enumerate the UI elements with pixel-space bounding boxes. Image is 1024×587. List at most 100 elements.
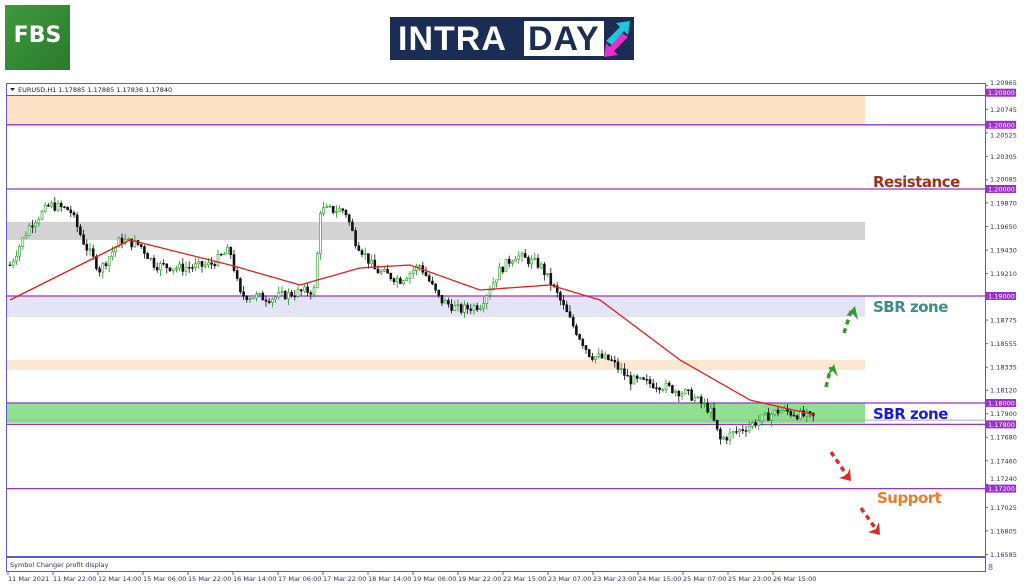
candle-body bbox=[271, 298, 274, 303]
candle-body bbox=[229, 247, 233, 255]
candle-body bbox=[555, 285, 559, 293]
candle-body bbox=[495, 279, 498, 284]
candle-body bbox=[75, 214, 79, 228]
candle-body bbox=[197, 261, 201, 264]
header-dropdown-icon[interactable] bbox=[10, 88, 15, 91]
candle-body bbox=[712, 407, 716, 421]
candle-body bbox=[571, 316, 575, 327]
chart-frame bbox=[6, 83, 986, 557]
candle-body bbox=[747, 426, 751, 432]
candle-body bbox=[155, 267, 159, 271]
candle-body bbox=[642, 377, 645, 380]
candle-body bbox=[485, 295, 489, 304]
candle-body bbox=[546, 273, 549, 276]
candle-body bbox=[645, 379, 649, 381]
candle-body bbox=[738, 429, 741, 433]
down-arrow-icon bbox=[859, 506, 880, 534]
candle-body bbox=[264, 299, 268, 302]
candle-body bbox=[370, 259, 373, 264]
candle-body bbox=[469, 308, 473, 311]
sbr-zone-lower-label: SBR zone bbox=[873, 405, 948, 423]
candle-body bbox=[72, 212, 76, 216]
candle-body bbox=[344, 210, 348, 216]
candle-body bbox=[34, 222, 37, 228]
y-tick-label: 1.19870 bbox=[990, 199, 1017, 207]
candle-body bbox=[357, 245, 361, 251]
candle-body bbox=[210, 262, 213, 265]
up-arrowhead-icon bbox=[827, 364, 838, 377]
candle-body bbox=[703, 402, 706, 405]
candle-body bbox=[191, 267, 194, 269]
candle-body bbox=[95, 255, 98, 269]
candle-body bbox=[667, 382, 671, 386]
candle-body bbox=[85, 243, 89, 251]
y-tick-label: 1.20965 bbox=[990, 79, 1017, 87]
candle-body bbox=[693, 397, 697, 401]
candle-body bbox=[207, 262, 210, 266]
axis-scale-icon[interactable]: 8 bbox=[988, 563, 993, 572]
x-tick-label: 15 Mar 06:00 bbox=[143, 575, 186, 583]
candle-body bbox=[303, 286, 306, 292]
candle-body bbox=[226, 247, 229, 255]
zone-band bbox=[7, 221, 865, 241]
candle-body bbox=[59, 203, 63, 208]
candle-body bbox=[194, 263, 197, 268]
candle-body bbox=[437, 289, 441, 296]
y-tick-label: 1.20305 bbox=[990, 153, 1017, 161]
candle-body bbox=[523, 253, 527, 258]
candle-body bbox=[261, 292, 265, 301]
candle-body bbox=[757, 420, 761, 426]
candle-body bbox=[479, 307, 482, 310]
candle-body bbox=[651, 383, 655, 389]
candle-body bbox=[754, 422, 757, 426]
candle-body bbox=[351, 221, 354, 231]
candle-body bbox=[418, 265, 421, 267]
candle-body bbox=[664, 382, 668, 390]
x-tick-label: 26 Mar 15:00 bbox=[773, 575, 816, 583]
candle-body bbox=[517, 255, 521, 260]
up-arrow-icon bbox=[824, 366, 833, 388]
candle-body bbox=[725, 437, 729, 441]
candle-body bbox=[709, 407, 713, 413]
y-tick-label: 1.16805 bbox=[990, 527, 1017, 535]
candle-body bbox=[277, 292, 281, 298]
candle-body bbox=[331, 205, 335, 213]
resistance-label: Resistance bbox=[873, 173, 960, 191]
candle-body bbox=[66, 206, 69, 211]
candle-body bbox=[402, 280, 405, 284]
candle-body bbox=[133, 240, 137, 248]
candle-body bbox=[47, 204, 50, 207]
candle-body bbox=[111, 251, 114, 258]
candle-body bbox=[504, 258, 508, 273]
candle-body bbox=[527, 257, 530, 265]
candle-body bbox=[482, 303, 485, 309]
candle-body bbox=[43, 204, 47, 212]
candle-body bbox=[232, 254, 236, 271]
candle-body bbox=[127, 238, 130, 241]
zone-band bbox=[7, 92, 865, 125]
y-tick-label: 1.18775 bbox=[990, 317, 1017, 325]
candle-body bbox=[498, 266, 501, 281]
y-tick-label: 1.17680 bbox=[990, 434, 1017, 442]
candle-body bbox=[88, 248, 92, 251]
candle-body bbox=[658, 387, 661, 391]
y-tick-label: 1.18120 bbox=[990, 387, 1017, 395]
candle-body bbox=[18, 246, 21, 257]
candle-body bbox=[533, 258, 537, 260]
x-tick-label: 24 Mar 15:00 bbox=[638, 575, 681, 583]
candle-body bbox=[795, 415, 799, 420]
candle-body bbox=[248, 298, 252, 301]
intraday-logo-day: DAY bbox=[524, 21, 604, 57]
candle-body bbox=[322, 207, 325, 214]
candle-body bbox=[184, 267, 188, 272]
candle-body bbox=[706, 402, 709, 413]
level-price-label: 1.19000 bbox=[988, 293, 1015, 301]
y-tick-label: 1.18555 bbox=[990, 340, 1017, 348]
candle-body bbox=[539, 263, 543, 268]
x-tick-label: 15 Mar 22:00 bbox=[188, 575, 231, 583]
candle-body bbox=[40, 211, 44, 220]
candle-body bbox=[82, 234, 85, 245]
candle-body bbox=[639, 377, 642, 379]
candle-body bbox=[715, 419, 719, 430]
